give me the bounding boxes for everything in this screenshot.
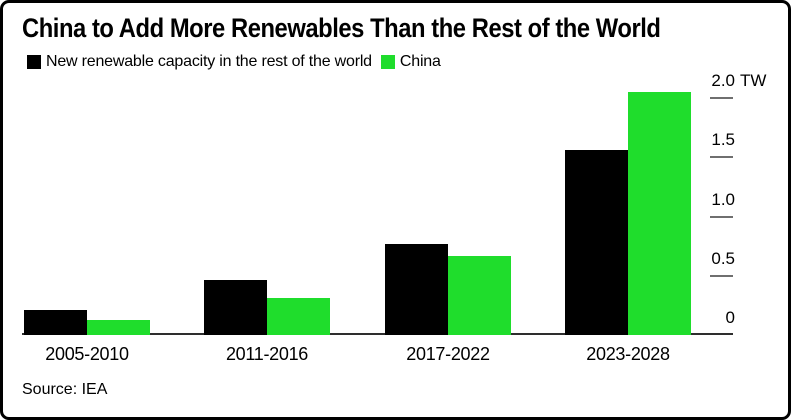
y-axis-unit: TW [740,71,767,90]
y-tick-1.0 [710,215,733,218]
y-tick-label-0: 0 [725,308,735,327]
bar-china-2023-2028 [628,92,691,335]
category-label-2023-2028: 2023-2028 [586,344,670,364]
baseline-axis [22,333,733,335]
chart-title: China to Add More Renewables Than the Re… [22,13,661,43]
y-tick-label-1.5: 1.5 [711,130,735,150]
bar-china-2011-2016 [267,298,330,335]
source-label: Source: IEA [22,381,108,398]
y-tick-0.5 [710,274,733,277]
category-label-2005-2010: 2005-2010 [45,344,129,364]
legend-label-rest-of-world: New renewable capacity in the rest of th… [46,53,372,70]
y-tick-1.5 [710,156,733,159]
category-label-2017-2022: 2017-2022 [406,344,490,364]
legend-item-rest-of-world: New renewable capacity in the rest of th… [27,53,372,71]
legend-item-china: China [380,53,441,71]
legend-swatch-china [380,55,395,69]
legend: New renewable capacity in the rest of th… [27,53,441,71]
bar-china-2005-2010 [87,319,150,335]
bar-rest-of-world-2017-2022 [385,243,448,335]
legend-label-china: China [399,53,441,70]
bar-rest-of-world-2011-2016 [204,280,267,335]
legend-swatch-rest-of-world [27,55,41,69]
y-tick-label-1.0: 1.0 [711,189,735,209]
y-tick-label-0.5: 0.5 [711,248,735,268]
y-tick-label-2.0: 2.0 TW [711,71,767,90]
category-label-2011-2016: 2011-2016 [225,344,309,364]
bar-rest-of-world-2023-2028 [565,150,628,335]
bar-china-2017-2022 [448,255,511,335]
y-tick-2.0 [710,97,733,99]
bar-rest-of-world-2005-2010 [24,310,87,335]
